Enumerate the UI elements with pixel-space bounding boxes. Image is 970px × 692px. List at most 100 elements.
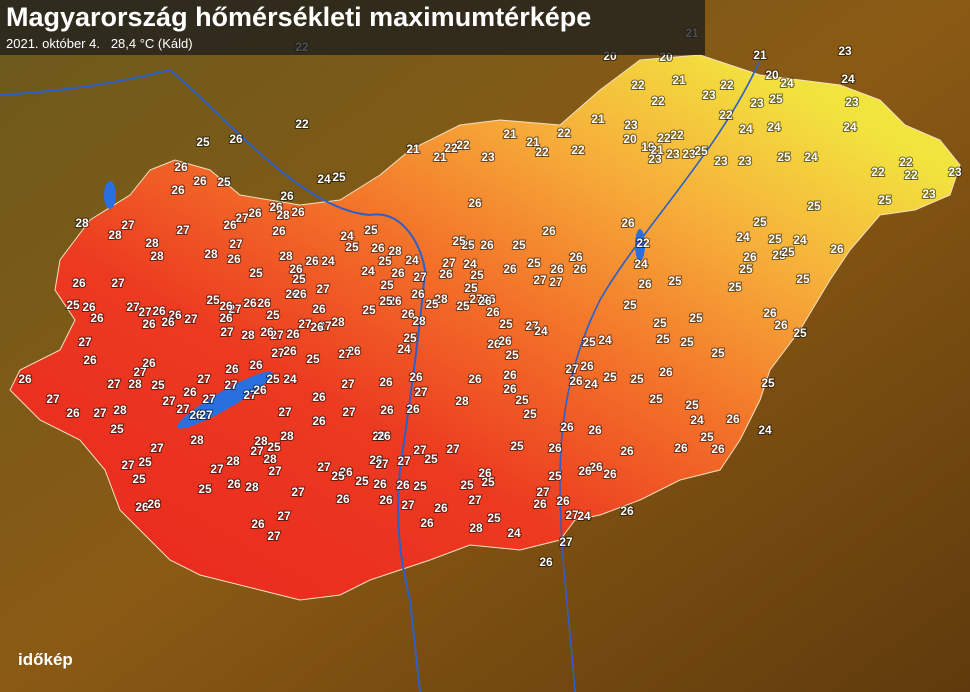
station-max: 25 xyxy=(807,199,821,213)
station-max: 27 xyxy=(318,319,332,333)
station-max: 24 xyxy=(739,122,753,136)
station-max: 26 xyxy=(225,362,239,376)
station-max: 22 xyxy=(720,78,734,92)
station-max: 27 xyxy=(199,408,213,422)
station-max: 26 xyxy=(310,320,324,334)
station-max: 27 xyxy=(375,457,389,471)
station-max: 27 xyxy=(162,394,176,408)
station-max: 26 xyxy=(659,365,673,379)
station-max: 26 xyxy=(168,308,182,322)
station-max: 25 xyxy=(460,478,474,492)
station-max: 23 xyxy=(481,150,495,164)
station-max: 27 xyxy=(413,443,427,457)
station-max: 26 xyxy=(556,494,570,508)
station-max: 26 xyxy=(312,414,326,428)
station-max: 26 xyxy=(411,287,425,301)
station-max: 26 xyxy=(379,375,393,389)
station-max: 22 xyxy=(651,94,665,108)
station-max: 27 xyxy=(341,377,355,391)
station-max: 25 xyxy=(413,479,427,493)
station-max: 25 xyxy=(403,331,417,345)
station-max: 25 xyxy=(380,278,394,292)
station-max: 27 xyxy=(126,300,140,314)
station-max: 26 xyxy=(621,216,635,230)
station-max: 25 xyxy=(694,144,708,158)
station-max: 28 xyxy=(145,236,159,250)
station-max: 24 xyxy=(584,377,598,391)
station-max: 27 xyxy=(549,275,563,289)
station-max: 26 xyxy=(18,372,32,386)
station-max: 25 xyxy=(768,232,782,246)
station-max: 25 xyxy=(689,311,703,325)
station-max: 25 xyxy=(769,92,783,106)
station-max: 25 xyxy=(796,272,810,286)
station-max: 25 xyxy=(249,266,263,280)
station-max: 25 xyxy=(266,372,280,386)
station-max: 26 xyxy=(480,238,494,252)
station-max: 27 xyxy=(397,454,411,468)
lake-balaton xyxy=(177,371,273,429)
station-max: 27 xyxy=(559,535,573,549)
station-max: 26 xyxy=(152,304,166,318)
station-max: 24 xyxy=(397,342,411,356)
station-max: 25 xyxy=(470,268,484,282)
station-max: 22 xyxy=(904,168,918,182)
station-max: 23 xyxy=(845,95,859,109)
station-max: 27 xyxy=(298,317,312,331)
station-max: 23 xyxy=(682,147,696,161)
station-max: 26 xyxy=(486,305,500,319)
station-max: 26 xyxy=(573,262,587,276)
station-max: 26 xyxy=(312,302,326,316)
station-max: 25 xyxy=(132,472,146,486)
station-max: 24 xyxy=(598,333,612,347)
station-max: 27 xyxy=(317,460,331,474)
station-max: 25 xyxy=(292,272,306,286)
station-max: 22 xyxy=(295,117,309,131)
hungary-area xyxy=(9,54,961,601)
danube-river xyxy=(0,69,427,692)
station-max: 26 xyxy=(183,385,197,399)
station-max: 22 xyxy=(535,145,549,159)
station-max: 26 xyxy=(401,307,415,321)
station-max: 26 xyxy=(578,464,592,478)
station-max: 25 xyxy=(510,439,524,453)
station-max: 24 xyxy=(767,120,781,134)
station-max: 26 xyxy=(726,412,740,426)
lake-tisza xyxy=(635,229,645,261)
station-max: 22 xyxy=(557,126,571,140)
station-max: 26 xyxy=(72,276,86,290)
station-max: 24 xyxy=(634,257,648,271)
station-max: 27 xyxy=(413,270,427,284)
station-max: 23 xyxy=(838,44,852,58)
station-max: 24 xyxy=(793,233,807,247)
station-max: 28 xyxy=(128,377,142,391)
station-max: 27 xyxy=(121,218,135,232)
station-max: 26 xyxy=(66,406,80,420)
station-max: 24 xyxy=(736,230,750,244)
station-max: 24 xyxy=(321,254,335,268)
station-max: 26 xyxy=(269,200,283,214)
station-max: 27 xyxy=(184,312,198,326)
station-max: 25 xyxy=(345,240,359,254)
station-max: 26 xyxy=(439,267,453,281)
station-max: 21 xyxy=(406,142,420,156)
tisza-river xyxy=(559,59,761,692)
station-max: 25 xyxy=(772,248,786,262)
station-max: 21 xyxy=(753,48,767,62)
station-max: 25 xyxy=(739,262,753,276)
date: 2021. október 4. xyxy=(6,36,100,51)
station-max: 27 xyxy=(138,305,152,319)
station-max: 24 xyxy=(361,264,375,278)
station-max: 26 xyxy=(569,250,583,264)
station-max: 25 xyxy=(878,193,892,207)
station-max: 25 xyxy=(728,280,742,294)
station-max: 26 xyxy=(174,160,188,174)
station-max: 21 xyxy=(672,73,686,87)
station-max: 25 xyxy=(487,511,501,525)
station-max: 26 xyxy=(347,344,361,358)
station-max: 26 xyxy=(503,368,517,382)
station-max: 23 xyxy=(750,96,764,110)
station-max: 27 xyxy=(278,405,292,419)
station-max: 26 xyxy=(272,224,286,238)
